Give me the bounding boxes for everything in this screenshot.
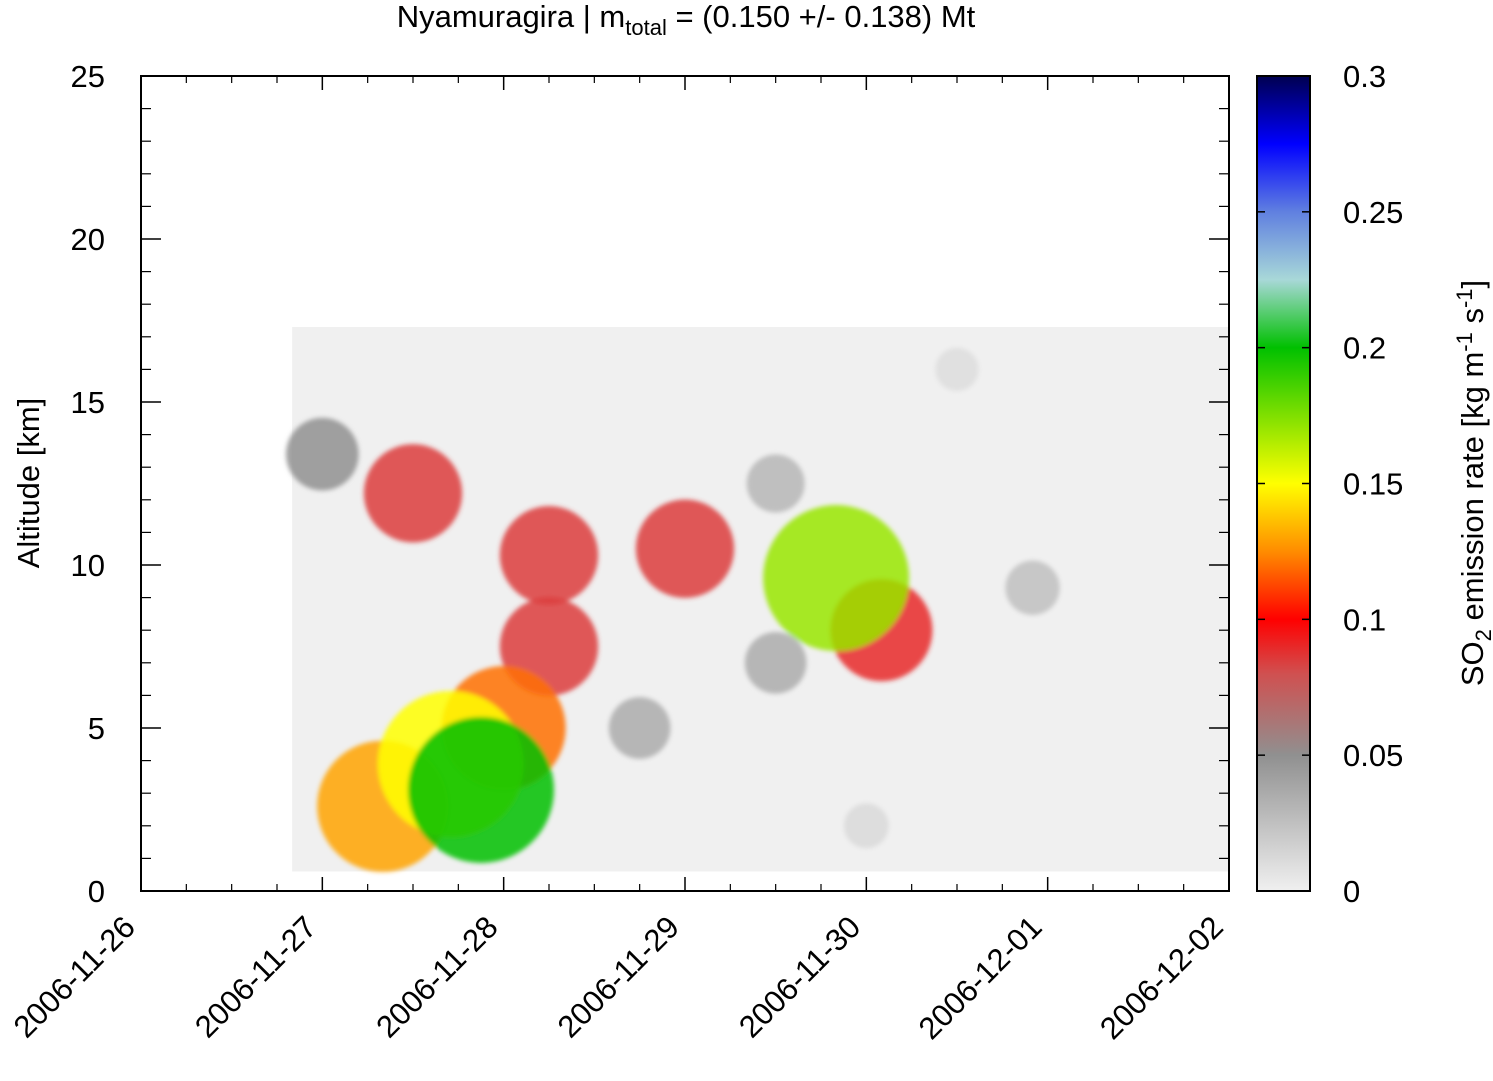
heatmap-cell: [1005, 560, 1060, 615]
colorbar-ticks: 0 0.05 0.1 0.15 0.2 0.25 0.3: [1257, 59, 1403, 909]
heatmap-cell: [635, 499, 735, 598]
colorbar-tick-label: 0.1: [1343, 602, 1386, 637]
heatmap-cell: [408, 716, 554, 863]
x-tick-label: 2006-11-26: [7, 909, 142, 1044]
colorbar-tick-label: 0.2: [1343, 331, 1386, 366]
x-tick-label: 2006-12-02: [1093, 909, 1230, 1046]
heatmap-cell: [746, 454, 805, 513]
colorbar-tick-label: 0.3: [1343, 59, 1386, 94]
heatmap-cell: [843, 803, 889, 849]
y-tick-label: 5: [88, 711, 105, 746]
y-tick-label: 0: [88, 874, 105, 909]
heatmap-cell: [499, 506, 599, 605]
y-axis-label: Altitude [km]: [11, 398, 46, 569]
colorbar-tick-label: 0.25: [1343, 195, 1403, 230]
y-tick-label: 20: [71, 222, 105, 257]
colorbar-tick-label: 0.05: [1343, 738, 1403, 773]
heatmap-cell: [763, 505, 910, 652]
heatmap-cell: [286, 417, 359, 491]
colorbar-label: SO2 emission rate [kg m-1 s-1]: [1452, 280, 1493, 686]
heatmap-cell: [608, 697, 671, 759]
y-tick-label: 25: [71, 59, 105, 94]
heatmap: [286, 327, 1229, 872]
x-tick-label: 2006-12-01: [912, 909, 1049, 1046]
y-tick-label: 15: [71, 385, 105, 420]
heatmap-features: [286, 347, 1060, 872]
x-tick-label: 2006-11-30: [732, 909, 867, 1044]
chart-title-rest: = (0.150 +/- 0.138) Mt: [667, 0, 976, 34]
heatmap-cell: [744, 631, 807, 694]
y-tick-label: 10: [71, 548, 105, 583]
x-tick-label: 2006-11-27: [188, 909, 323, 1044]
heatmap-cell: [935, 347, 979, 392]
chart-title-main: Nyamuragira | m: [397, 0, 626, 34]
x-tick-label: 2006-11-28: [369, 909, 504, 1044]
x-tick-label: 2006-11-29: [551, 909, 686, 1044]
colorbar-tick-label: 0.15: [1343, 467, 1403, 502]
chart-title: Nyamuragira | mtotal = (0.150 +/- 0.138)…: [397, 0, 976, 40]
colorbar-tick-label: 0: [1343, 874, 1360, 909]
chart-title-subscript: total: [625, 15, 667, 40]
heatmap-cell: [363, 444, 463, 543]
